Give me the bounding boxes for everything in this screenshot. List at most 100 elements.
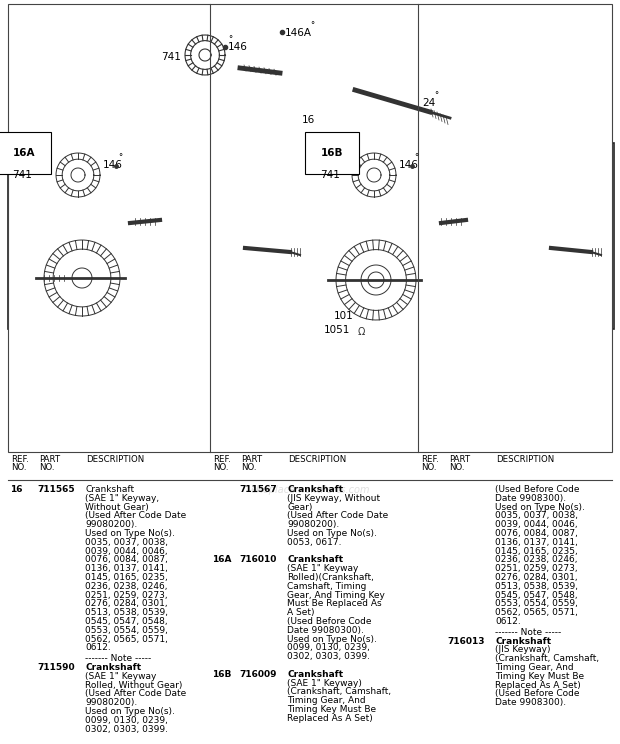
Text: Date 99080300).: Date 99080300). — [287, 626, 364, 635]
Text: 0553, 0554, 0559,: 0553, 0554, 0559, — [495, 600, 578, 609]
Text: NO.: NO. — [11, 463, 27, 472]
Text: °: ° — [310, 21, 314, 30]
Text: Timing Gear, And: Timing Gear, And — [495, 663, 574, 672]
Text: 0236, 0238, 0246,: 0236, 0238, 0246, — [85, 582, 167, 591]
Text: 16A: 16A — [13, 148, 35, 158]
Text: 146: 146 — [399, 160, 419, 170]
Text: Crankshaft: Crankshaft — [287, 670, 343, 679]
Text: °: ° — [118, 153, 122, 162]
Text: 0035, 0037, 0038,: 0035, 0037, 0038, — [85, 538, 168, 547]
Text: NO.: NO. — [421, 463, 436, 472]
Text: 716010: 716010 — [239, 556, 277, 565]
Text: 0302, 0303, 0399.: 0302, 0303, 0399. — [85, 725, 168, 734]
Text: REF.: REF. — [213, 455, 231, 464]
Text: A Set): A Set) — [287, 608, 314, 618]
Text: Date 9908300).: Date 9908300). — [495, 698, 566, 708]
Text: (SAE 1" Keyway,: (SAE 1" Keyway, — [85, 494, 159, 503]
Text: ------- Note -----: ------- Note ----- — [495, 628, 561, 637]
Text: 0039, 0044, 0046,: 0039, 0044, 0046, — [495, 520, 578, 529]
Text: 0136, 0137, 0141,: 0136, 0137, 0141, — [495, 538, 578, 547]
Bar — [316, 143, 614, 329]
Text: Gear, And Timing Key: Gear, And Timing Key — [287, 591, 385, 600]
Text: Gear): Gear) — [287, 503, 312, 512]
Text: 16: 16 — [301, 115, 314, 125]
Text: 741: 741 — [12, 170, 32, 180]
Text: 16B: 16B — [321, 148, 343, 158]
Text: NO.: NO. — [213, 463, 229, 472]
Text: (Crankshaft, Camshaft,: (Crankshaft, Camshaft, — [495, 654, 599, 663]
Text: Used on Type No(s).: Used on Type No(s). — [287, 529, 377, 538]
Text: Must Be Replaced As: Must Be Replaced As — [287, 600, 382, 609]
Text: Used on Type No(s).: Used on Type No(s). — [287, 635, 377, 644]
Text: Without Gear): Without Gear) — [85, 503, 149, 512]
Text: Rolled, Without Gear): Rolled, Without Gear) — [85, 681, 182, 690]
Text: 0035, 0037, 0038,: 0035, 0037, 0038, — [495, 511, 578, 520]
Text: (Used After Code Date: (Used After Code Date — [85, 690, 186, 699]
Text: (SAE 1" Keyway): (SAE 1" Keyway) — [287, 679, 362, 687]
Text: (Used After Code Date: (Used After Code Date — [85, 511, 186, 520]
Text: 0276, 0284, 0301,: 0276, 0284, 0301, — [85, 600, 167, 609]
Text: 0302, 0303, 0399.: 0302, 0303, 0399. — [287, 652, 370, 661]
Text: °: ° — [228, 35, 232, 44]
Text: 0236, 0238, 0246,: 0236, 0238, 0246, — [495, 556, 577, 565]
Text: 716013: 716013 — [447, 637, 484, 646]
Text: eReplacementParts.com: eReplacementParts.com — [250, 485, 370, 495]
Text: Date 9908300).: Date 9908300). — [495, 494, 566, 503]
Text: (Used Before Code: (Used Before Code — [495, 485, 580, 494]
Text: (Crankshaft, Camshaft,: (Crankshaft, Camshaft, — [287, 687, 391, 696]
Text: 0053, 0617.: 0053, 0617. — [287, 538, 342, 547]
Text: NO.: NO. — [241, 463, 257, 472]
Text: 0099, 0130, 0239,: 0099, 0130, 0239, — [287, 644, 370, 652]
Text: 0545, 0547, 0548,: 0545, 0547, 0548, — [495, 591, 578, 600]
Text: (JIS Keyway): (JIS Keyway) — [495, 645, 551, 655]
Text: Timing Key Must Be: Timing Key Must Be — [287, 705, 376, 714]
Text: ------- Note -----: ------- Note ----- — [85, 654, 151, 663]
Text: REF.: REF. — [11, 455, 29, 464]
Text: Crankshaft: Crankshaft — [495, 637, 551, 646]
Text: 0136, 0137, 0141,: 0136, 0137, 0141, — [85, 564, 168, 573]
Text: 146: 146 — [228, 42, 248, 52]
Text: Timing Key Must Be: Timing Key Must Be — [495, 672, 584, 681]
Text: DESCRIPTION: DESCRIPTION — [288, 455, 346, 464]
Text: DESCRIPTION: DESCRIPTION — [496, 455, 554, 464]
Text: PART: PART — [39, 455, 60, 464]
Text: Rolled)(Crankshaft,: Rolled)(Crankshaft, — [287, 573, 374, 582]
Text: 0251, 0259, 0273,: 0251, 0259, 0273, — [495, 564, 578, 573]
Text: Replaced As A Set): Replaced As A Set) — [495, 681, 581, 690]
Text: 24: 24 — [422, 98, 435, 108]
Text: 711565: 711565 — [37, 485, 74, 494]
Text: Used on Type No(s).: Used on Type No(s). — [495, 503, 585, 512]
Text: Camshaft, Timing: Camshaft, Timing — [287, 582, 366, 591]
Polygon shape — [280, 62, 370, 108]
Text: 99080200).: 99080200). — [85, 698, 137, 708]
Text: 16B: 16B — [212, 670, 231, 679]
Text: Timing Gear, And: Timing Gear, And — [287, 696, 366, 705]
Text: 16: 16 — [10, 485, 22, 494]
Text: Crankshaft: Crankshaft — [287, 556, 343, 565]
Polygon shape — [466, 212, 551, 268]
Text: 1051: 1051 — [324, 325, 350, 335]
Text: 146: 146 — [103, 160, 123, 170]
Text: 0251, 0259, 0273,: 0251, 0259, 0273, — [85, 591, 167, 600]
Text: 0145, 0165, 0235,: 0145, 0165, 0235, — [85, 573, 168, 582]
Text: 99080200).: 99080200). — [85, 520, 137, 529]
Text: 0612.: 0612. — [85, 644, 111, 652]
Text: 0276, 0284, 0301,: 0276, 0284, 0301, — [495, 573, 578, 582]
Bar — [8, 4, 612, 452]
Text: 99080200).: 99080200). — [287, 520, 339, 529]
Text: °: ° — [414, 153, 418, 162]
Text: 0076, 0084, 0087,: 0076, 0084, 0087, — [85, 556, 168, 565]
Bar — [8, 143, 306, 329]
Text: (SAE 1" Keyway: (SAE 1" Keyway — [85, 672, 156, 681]
Text: 0545, 0547, 0548,: 0545, 0547, 0548, — [85, 617, 167, 626]
Text: (JIS Keyway, Without: (JIS Keyway, Without — [287, 494, 380, 503]
Text: 716009: 716009 — [239, 670, 277, 679]
Text: °: ° — [434, 91, 438, 100]
Text: DESCRIPTION: DESCRIPTION — [86, 455, 144, 464]
Text: (Used After Code Date: (Used After Code Date — [287, 511, 388, 520]
Text: 0145, 0165, 0235,: 0145, 0165, 0235, — [495, 547, 578, 556]
Text: Crankshaft: Crankshaft — [85, 663, 141, 672]
Text: 0562, 0565, 0571,: 0562, 0565, 0571, — [85, 635, 168, 644]
Text: (Used Before Code: (Used Before Code — [287, 617, 371, 626]
Text: 0076, 0084, 0087,: 0076, 0084, 0087, — [495, 529, 578, 538]
